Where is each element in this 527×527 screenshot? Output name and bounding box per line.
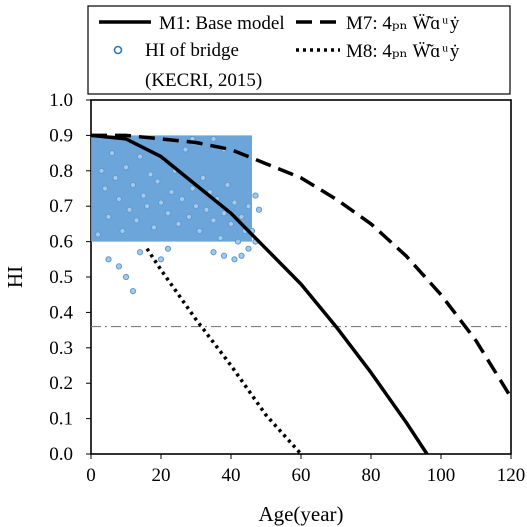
scatter-point [220,252,228,259]
scatter-point [196,227,203,235]
scatter-point [147,171,154,178]
y-tick-label: 0.3 [49,338,73,359]
y-tick-label: 0.1 [49,409,73,430]
scatter-point [157,199,165,206]
scatter-point [129,181,137,189]
scatter-point [164,245,172,252]
y-tick-label: 0.8 [49,161,73,182]
scatter-point [178,196,186,203]
scatter-point [101,185,109,192]
scatter-point [168,188,175,196]
y-tick-label: 0.9 [49,125,73,146]
y-tick-label: 0.7 [49,196,73,217]
legend-label-m1: M1: Base model [159,13,285,34]
scatter-point [185,213,193,220]
scatter-dense-region [91,135,252,242]
scatter-point [245,245,252,252]
scatter-point [245,203,252,210]
scatter-point [210,217,217,224]
scatter-point [98,167,105,174]
legend-label-hi: HI of bridge [145,40,239,61]
scatter-point [234,238,242,245]
scatter-point [255,206,263,213]
scatter-point [182,146,189,153]
scatter-point [154,178,161,185]
scatter-point [220,210,228,217]
y-tick-label: 0.6 [49,232,73,253]
legend-label-m8: M8: 4ₚₙ Ẅ͂ɑ ͧ ẏ [346,41,460,62]
scatter-point [238,213,245,220]
x-tick-label: 100 [427,465,456,486]
scatter-point [105,213,112,220]
legend-label-hi-source: (KECRI, 2015) [145,70,262,91]
scatter-point [126,206,133,213]
scatter-point [122,164,130,171]
scatter-point [112,174,119,181]
series-line-m8 [145,247,303,454]
scatter-point [129,288,137,295]
y-tick-label: 0.4 [49,302,73,323]
scatter-point [175,220,182,227]
series-line-m1 [91,133,429,454]
scatter-point [227,220,235,227]
series-line-m7 [91,133,511,399]
scatter-point [140,192,147,199]
scatter-point [217,234,224,242]
scatter-point [119,227,126,235]
scatter-point [115,263,123,270]
scatter-point [164,210,172,217]
tick-layer: 0 20 40 60 80 100 120 0.0 0.1 0.2 0.3 0.4 0.5 0.6 0.7 0… [49,90,525,486]
scatter-point [143,203,151,210]
x-axis-label: Age(year) [258,502,343,526]
scatter-point [136,153,144,160]
scatter-point [157,256,165,263]
scatter-point [192,203,200,210]
y-tick-label: 1.0 [49,90,73,111]
scatter-point [210,249,217,256]
scatter-point [203,206,210,213]
y-tick-label: 0.2 [49,373,73,394]
x-tick-label: 20 [152,465,171,486]
y-tick-label: 0.0 [49,444,73,465]
scatter-point [189,185,196,192]
legend: M1: Base model M7: 4ₚₙ Ẅ͂ɑ ͧ ẏ HI of bri… [87,5,511,95]
scatter-point [108,150,116,157]
scatter-point [94,231,102,238]
line-layer [91,133,511,454]
scatter-point [133,217,140,224]
scatter-point [115,196,123,203]
x-tick-label: 60 [292,465,311,486]
scatter-point [199,174,207,181]
y-tick-label: 0.5 [49,267,73,288]
scatter-point [105,256,112,263]
x-tick-label: 120 [497,465,526,486]
scatter-point [231,199,238,206]
scatter-point [224,181,231,189]
scatter-point [122,273,130,281]
scatter-point [231,256,238,263]
scatter-point [150,224,158,231]
scatter-point [210,135,217,143]
scatter-point [136,249,144,256]
y-axis-label: HI [3,266,27,288]
legend-label-m7: M7: 4ₚₙ Ẅ͂ɑ ͧ ẏ [346,13,460,34]
scatter-point [252,192,259,199]
x-tick-label: 40 [222,465,241,486]
x-tick-label: 80 [362,465,381,486]
x-tick-label: 0 [86,465,96,486]
scatter-point [238,252,245,259]
legend-swatch-hi [113,45,123,55]
scatter-layer [91,135,263,295]
